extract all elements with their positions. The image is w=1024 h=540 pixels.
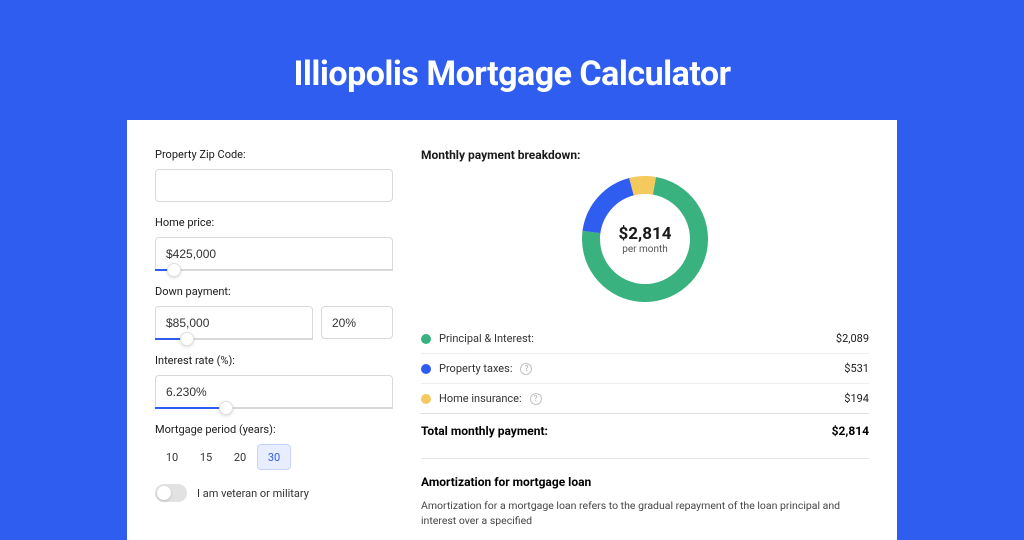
veteran-toggle-row: I am veteran or military: [155, 484, 393, 502]
mortgage-period-field: Mortgage period (years): 10152030: [155, 423, 393, 470]
legend-dot: [421, 334, 431, 344]
interest-rate-field: Interest rate (%):: [155, 354, 393, 409]
page-title: Illiopolis Mortgage Calculator: [293, 54, 730, 94]
legend-row: Home insurance:? $194: [421, 384, 869, 413]
home-price-slider[interactable]: [155, 269, 393, 271]
zip-field: Property Zip Code:: [155, 148, 393, 202]
mortgage-period-label: Mortgage period (years):: [155, 423, 393, 436]
down-payment-percent-input[interactable]: [321, 306, 393, 339]
legend-row: Principal & Interest: $2,089: [421, 324, 869, 354]
info-icon[interactable]: ?: [530, 393, 542, 405]
legend-label: Home insurance:: [439, 392, 522, 405]
legend-amount: $531: [844, 362, 869, 375]
form-column: Property Zip Code: Home price: Down paym…: [155, 148, 393, 528]
total-amount: $2,814: [832, 424, 869, 438]
down-payment-field: Down payment:: [155, 285, 393, 340]
home-price-field: Home price:: [155, 216, 393, 271]
legend-label: Property taxes:: [439, 362, 512, 375]
breakdown-column: Monthly payment breakdown: $2,814 per mo…: [421, 148, 869, 528]
legend-dot: [421, 364, 431, 374]
legend-amount: $2,089: [836, 332, 869, 345]
legend: Principal & Interest: $2,089 Property taxe…: [421, 324, 869, 413]
donut-center: $2,814 per month: [582, 176, 708, 302]
home-price-label: Home price:: [155, 216, 393, 229]
down-payment-amount-input[interactable]: [155, 306, 313, 339]
period-btn-10[interactable]: 10: [155, 444, 189, 470]
down-payment-label: Down payment:: [155, 285, 393, 298]
zip-input[interactable]: [155, 169, 393, 202]
interest-rate-label: Interest rate (%):: [155, 354, 393, 367]
donut-chart-wrap: $2,814 per month: [421, 176, 869, 302]
total-row: Total monthly payment: $2,814: [421, 413, 869, 448]
amortization-section: Amortization for mortgage loan Amortizat…: [421, 458, 869, 528]
legend-amount: $194: [844, 392, 869, 405]
veteran-toggle[interactable]: [155, 484, 187, 502]
amortization-text: Amortization for a mortgage loan refers …: [421, 499, 869, 528]
info-icon[interactable]: ?: [520, 363, 532, 375]
interest-rate-input[interactable]: [155, 375, 393, 408]
down-payment-slider-thumb[interactable]: [180, 332, 194, 346]
total-label: Total monthly payment:: [421, 424, 548, 438]
donut-chart: $2,814 per month: [582, 176, 708, 302]
amortization-title: Amortization for mortgage loan: [421, 475, 869, 489]
period-btn-30[interactable]: 30: [257, 444, 291, 470]
zip-label: Property Zip Code:: [155, 148, 393, 161]
legend-label: Principal & Interest:: [439, 332, 534, 345]
veteran-toggle-label: I am veteran or military: [197, 487, 309, 500]
down-payment-slider[interactable]: [155, 338, 313, 340]
legend-dot: [421, 394, 431, 404]
donut-center-subtext: per month: [622, 244, 668, 255]
breakdown-header: Monthly payment breakdown:: [421, 148, 869, 162]
period-btn-15[interactable]: 15: [189, 444, 223, 470]
home-price-input[interactable]: [155, 237, 393, 270]
home-price-slider-thumb[interactable]: [167, 263, 181, 277]
donut-center-value: $2,814: [619, 224, 672, 244]
mortgage-period-button-group: 10152030: [155, 444, 393, 470]
calculator-card: Property Zip Code: Home price: Down paym…: [127, 120, 897, 540]
legend-row: Property taxes:? $531: [421, 354, 869, 384]
interest-rate-slider-thumb[interactable]: [219, 401, 233, 415]
period-btn-20[interactable]: 20: [223, 444, 257, 470]
interest-rate-slider[interactable]: [155, 407, 393, 409]
